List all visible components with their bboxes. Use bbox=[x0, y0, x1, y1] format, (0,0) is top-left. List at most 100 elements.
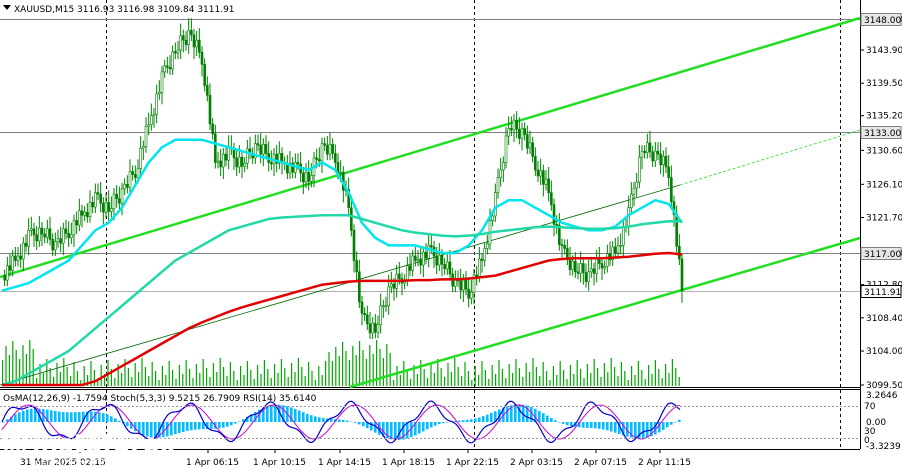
candle-body bbox=[464, 279, 468, 290]
candle-body bbox=[470, 291, 473, 299]
candle-body bbox=[246, 148, 249, 164]
osma-bar bbox=[150, 422, 153, 438]
candle-body bbox=[334, 153, 337, 163]
candle-body bbox=[670, 177, 673, 202]
candle-body bbox=[296, 162, 300, 165]
candle-body bbox=[448, 261, 452, 275]
volume-bar bbox=[73, 362, 75, 386]
candle-body bbox=[552, 204, 556, 225]
candle-body bbox=[520, 128, 524, 139]
osma-bar bbox=[606, 422, 609, 431]
thin-trend-line[interactable] bbox=[0, 184, 681, 386]
osma-bar bbox=[182, 422, 185, 432]
ma-red-line[interactable] bbox=[2, 251, 683, 387]
candle-body bbox=[46, 228, 49, 238]
volume-bar bbox=[362, 350, 364, 386]
osma-bar bbox=[186, 422, 189, 431]
volume-bar bbox=[304, 376, 306, 386]
candle-body bbox=[590, 268, 593, 273]
osma-bar bbox=[394, 422, 397, 440]
candle-body bbox=[22, 242, 25, 260]
candle-body bbox=[8, 265, 12, 271]
candle-body bbox=[558, 224, 561, 245]
trend-channel[interactable] bbox=[0, 16, 861, 389]
volume-bar bbox=[454, 358, 456, 386]
candle-body bbox=[315, 157, 318, 160]
volume-bar bbox=[185, 360, 187, 386]
candle-body bbox=[416, 258, 420, 261]
candle-body bbox=[278, 153, 281, 164]
osma-bar bbox=[354, 422, 357, 423]
osma-bar bbox=[674, 422, 677, 423]
volume-bar bbox=[240, 366, 242, 386]
osma-bar bbox=[526, 405, 529, 422]
candle-body bbox=[187, 30, 190, 46]
volume-bar bbox=[641, 370, 643, 386]
osma-bar bbox=[626, 422, 629, 437]
volume-bar bbox=[461, 376, 463, 386]
candle-body bbox=[614, 246, 617, 254]
candle-body bbox=[547, 178, 550, 193]
candle-body bbox=[515, 119, 518, 130]
volume-bar bbox=[257, 365, 259, 386]
volume-bar bbox=[199, 373, 201, 386]
channel-lower-line[interactable] bbox=[349, 236, 861, 389]
volume-bar bbox=[56, 363, 58, 386]
osma-bar bbox=[566, 422, 569, 426]
osma-bar bbox=[18, 412, 21, 422]
stochastic-lines bbox=[0, 400, 860, 444]
osma-bar bbox=[518, 404, 521, 422]
osma-bar bbox=[670, 422, 673, 425]
price-pane[interactable] bbox=[0, 0, 860, 387]
candle-body bbox=[136, 168, 140, 178]
candle-body bbox=[206, 85, 209, 96]
candle-body bbox=[640, 150, 644, 158]
candle-body bbox=[224, 153, 228, 161]
volume-bar bbox=[97, 379, 99, 386]
volume-bar bbox=[542, 362, 544, 386]
osma-bar bbox=[358, 422, 361, 425]
osma-bar bbox=[78, 412, 81, 422]
volume-bar bbox=[25, 354, 27, 386]
candle-body bbox=[216, 160, 220, 163]
volume-bar bbox=[386, 344, 388, 386]
candle-body bbox=[134, 174, 137, 178]
candle-body bbox=[352, 230, 356, 261]
ma-teal-line[interactable] bbox=[1, 213, 682, 387]
osma-bar bbox=[642, 422, 645, 439]
candle-body bbox=[67, 233, 70, 239]
channel-upper-line[interactable] bbox=[0, 16, 861, 279]
level-lines bbox=[0, 19, 860, 292]
candle-body bbox=[48, 228, 52, 240]
volume-bar bbox=[444, 377, 446, 386]
osma-bar bbox=[82, 411, 85, 422]
osma-bar bbox=[402, 422, 405, 440]
osma-bar bbox=[54, 410, 57, 422]
ma-cyan-line[interactable] bbox=[1, 138, 684, 292]
candle-body bbox=[646, 142, 649, 153]
candle-body bbox=[440, 254, 444, 265]
candle-body bbox=[176, 49, 180, 54]
volume-bar bbox=[236, 380, 238, 386]
candle-body bbox=[563, 245, 566, 249]
candle-body bbox=[398, 273, 401, 279]
volume-bar bbox=[294, 372, 296, 386]
volume-bar bbox=[90, 361, 92, 386]
candle-body bbox=[27, 230, 30, 247]
volume-bar bbox=[352, 346, 354, 386]
candle-body bbox=[203, 64, 206, 86]
candle-body bbox=[472, 274, 476, 293]
candle-body bbox=[14, 255, 17, 261]
candle-body bbox=[115, 193, 118, 199]
dropdown-triangle-icon[interactable] bbox=[3, 5, 11, 10]
volume-bar bbox=[614, 367, 616, 386]
candle-body bbox=[387, 286, 390, 307]
volume-bar bbox=[447, 363, 449, 386]
candle-body bbox=[619, 245, 622, 247]
osma-bar bbox=[14, 414, 17, 422]
volume-bar bbox=[399, 375, 401, 386]
candle-body bbox=[38, 227, 41, 242]
candle-body bbox=[568, 258, 572, 270]
osma-bar bbox=[582, 422, 585, 428]
